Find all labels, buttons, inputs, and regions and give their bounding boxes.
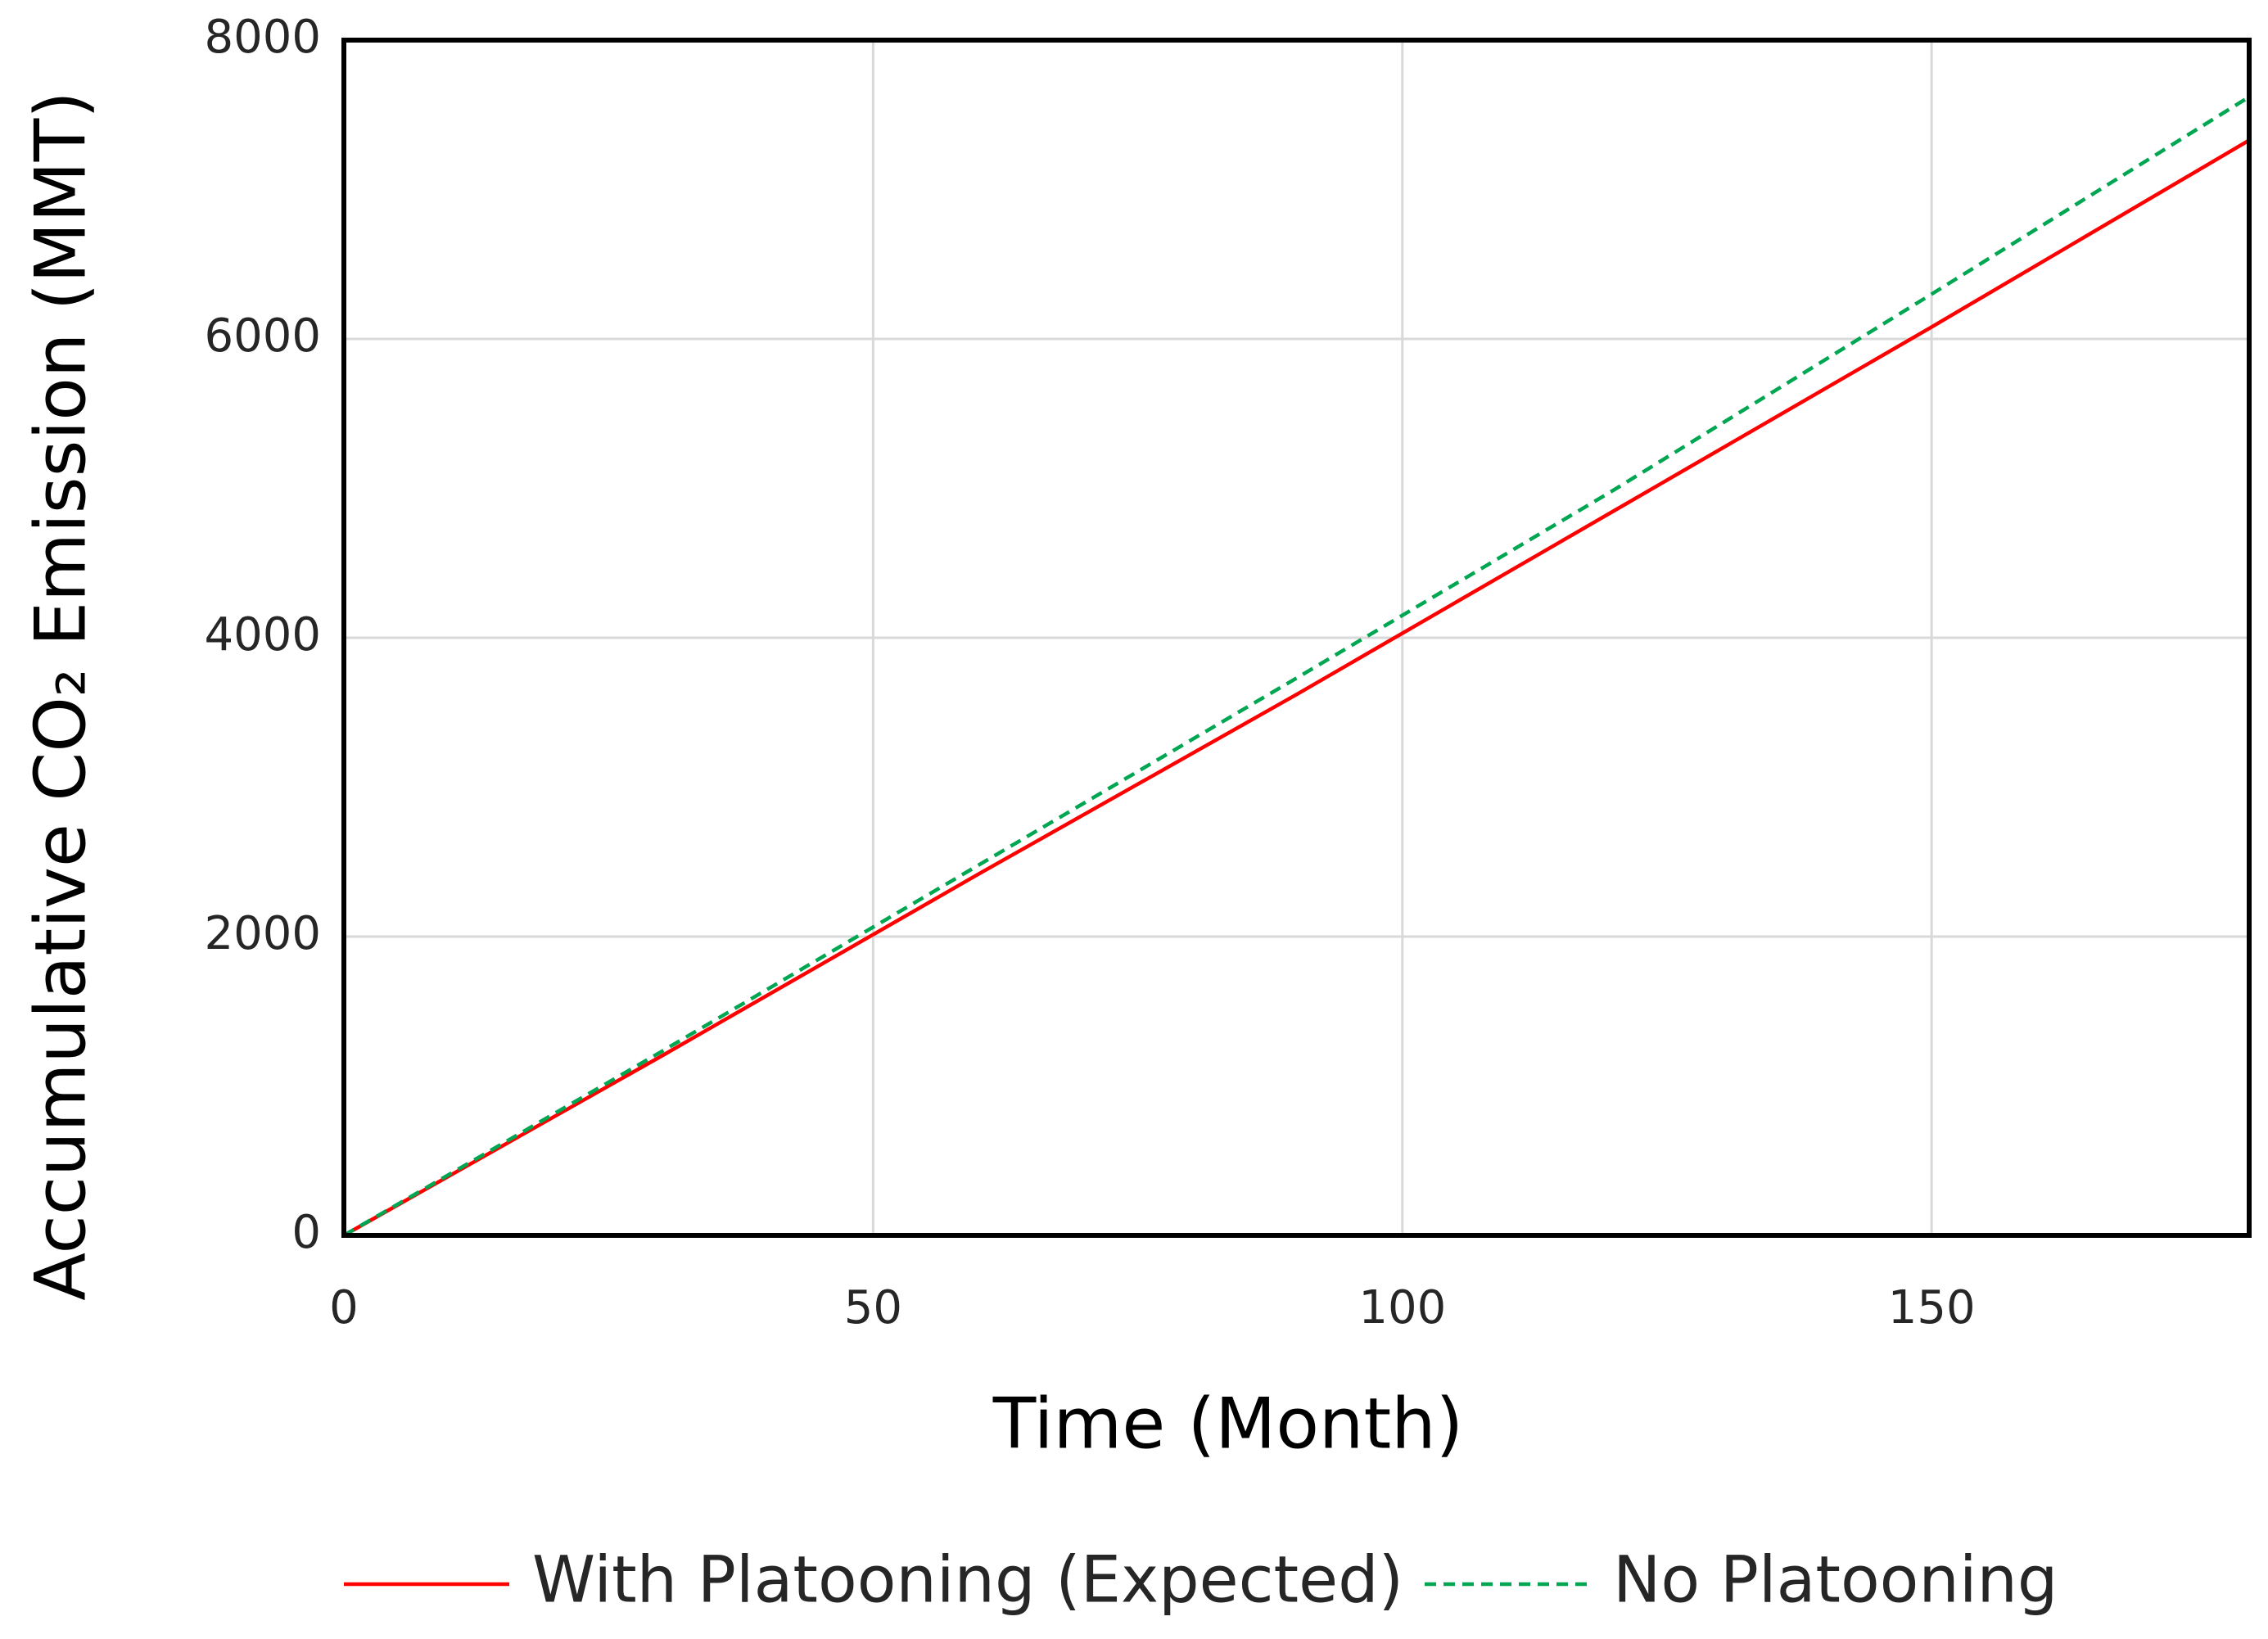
plot-frame: [341, 38, 2252, 1238]
legend-label: With Platooning (Expected): [532, 1543, 1403, 1617]
y-tick-label: 8000: [204, 11, 321, 64]
x-tick-label: 50: [844, 1281, 902, 1334]
y-tick-label: 0: [291, 1206, 321, 1259]
x-axis-title: Time (Month): [992, 1383, 1463, 1465]
x-tick-label: 100: [1358, 1281, 1446, 1334]
y-tick-label: 6000: [204, 309, 321, 363]
x-tick-label: 150: [1888, 1281, 1976, 1334]
legend-label: No Platooning: [1613, 1543, 2058, 1617]
y-axis-title: Accumulative CO₂ Emission (MMT): [20, 91, 102, 1301]
y-tick-label: 2000: [204, 907, 321, 960]
x-tick-label: 0: [329, 1281, 359, 1334]
y-tick-label: 4000: [204, 608, 321, 661]
data-line: [342, 95, 2251, 1237]
data-line: [342, 138, 2251, 1237]
